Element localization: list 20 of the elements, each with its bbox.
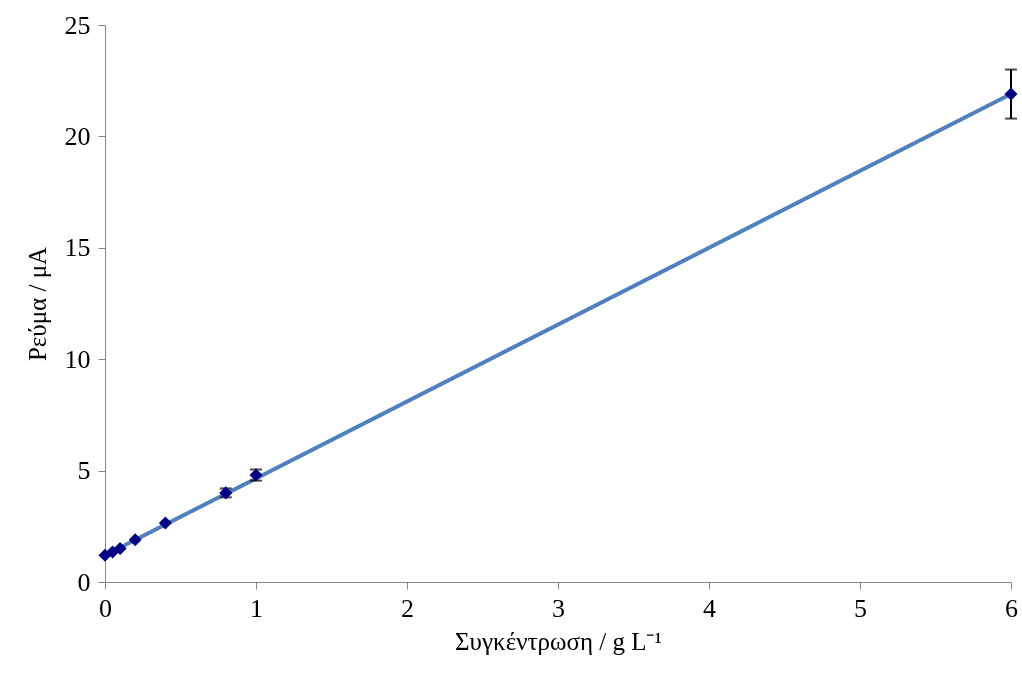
x-tick-label: 6	[1005, 593, 1018, 623]
point	[128, 533, 142, 547]
y-tick-label: 5	[77, 456, 91, 486]
y-tick-label: 0	[77, 567, 91, 597]
x-axis-title: Συγκέντρωση / g L⁻¹	[455, 627, 662, 655]
y-tick-label: 15	[64, 233, 91, 263]
x-tick-label: 2	[401, 593, 414, 623]
point	[158, 516, 172, 530]
x-tick-label: 3	[552, 593, 565, 623]
y-tick-label: 25	[64, 10, 91, 40]
y-tick-label: 10	[64, 344, 91, 374]
y-tick-label: 20	[64, 121, 91, 151]
point	[106, 545, 120, 559]
point	[113, 542, 127, 556]
x-tick-label: 1	[250, 593, 263, 623]
x-tick-label: 4	[703, 593, 716, 623]
x-tick-label: 0	[99, 593, 112, 623]
y-axis-title: Ρεύμα / μA	[23, 246, 51, 362]
point	[1004, 87, 1018, 101]
x-tick-label: 5	[854, 593, 867, 623]
